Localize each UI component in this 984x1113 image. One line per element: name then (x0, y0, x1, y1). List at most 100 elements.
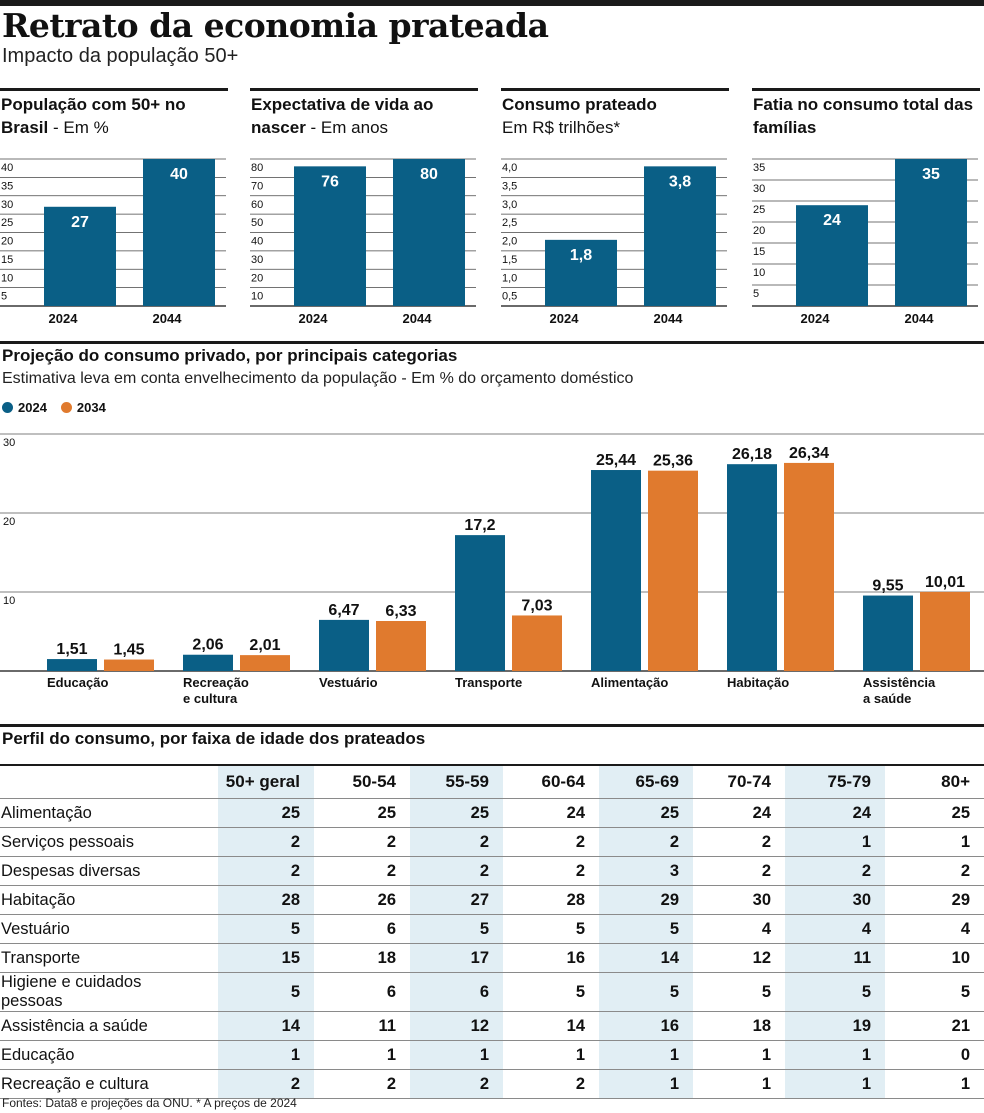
table-cell: 3 (599, 856, 693, 886)
table-row: Recreação e cultura 2 2 2 2 1 1 1 1 (0, 1069, 984, 1099)
table-cell: 24 (693, 798, 785, 828)
y-tick-label: 40 (1, 162, 13, 174)
table-cell: 4 (693, 914, 785, 944)
bar-value-label: 6,33 (385, 603, 416, 620)
table-cell: 1 (785, 827, 885, 857)
table-row: Transporte 15 18 17 16 14 12 11 10 (0, 943, 984, 973)
x-tick-label: 2044 (905, 311, 935, 326)
bar-value-label: 2,01 (249, 637, 280, 654)
panel-household-share: Fatia no consumo total das famílias 5 10 1… (752, 88, 980, 326)
section-subtitle: Estimativa leva em conta envelhecimento … (2, 370, 634, 387)
table-cell: 1 (503, 1040, 599, 1070)
table-cell: 5 (503, 914, 599, 944)
bar-value-label: 3,8 (669, 173, 691, 190)
y-tick-label: 10 (3, 595, 15, 607)
bar-value-label: 2,06 (192, 637, 223, 654)
x-tick-label: 2024 (299, 311, 329, 326)
profile-table: 50+ geral 50-54 55-59 60-64 65-69 70-74 75-79 8… (0, 764, 984, 1099)
table-cell: 25 (599, 798, 693, 828)
row-label: Educação (0, 1040, 218, 1070)
y-tick-label: 5 (1, 291, 7, 303)
y-tick-label: 30 (3, 437, 15, 449)
table-cell: 19 (785, 1011, 885, 1041)
panel-life-expectancy: Expectativa de vida ao nascer - Em anos … (250, 88, 478, 326)
column-header: 50+ geral (218, 765, 314, 799)
bar-value-label: 9,55 (872, 578, 903, 595)
source-note: Fontes: Data8 e projeções da ONU. * A pr… (2, 1096, 297, 1110)
top-rule (0, 0, 984, 6)
bar-value-label: 27 (71, 214, 89, 231)
y-tick-label: 30 (251, 254, 263, 266)
row-label: Assistência a saúde (0, 1011, 218, 1041)
y-tick-label: 20 (3, 516, 15, 528)
category-label: Alimentação (591, 675, 668, 690)
bar-2024 (863, 595, 913, 671)
y-tick-label: 25 (1, 217, 13, 229)
table-cell: 1 (885, 1069, 984, 1099)
table-cell: 5 (693, 972, 785, 1012)
legend-item-2034: 2034 (60, 400, 106, 415)
bar-value-label: 1,8 (570, 247, 592, 264)
table-row: Despesas diversas 2 2 2 2 3 2 2 2 (0, 856, 984, 886)
bar-2024 (455, 535, 505, 671)
table-cell: 6 (314, 914, 410, 944)
table-cell: 11 (785, 943, 885, 973)
table-cell: 18 (314, 943, 410, 973)
table-cell: 1 (785, 1040, 885, 1070)
y-tick-label: 20 (1, 236, 13, 248)
panel-title: Consumo prateado Em R$ trilhões* (502, 95, 657, 137)
bar-2024 (727, 464, 777, 671)
table-cell: 1 (410, 1040, 503, 1070)
table-row: Serviços pessoais 2 2 2 2 2 2 1 1 (0, 827, 984, 857)
bar-value-label: 24 (823, 212, 841, 229)
x-tick-label: 2024 (550, 311, 580, 326)
table-cell: 1 (885, 827, 984, 857)
bar-value-label: 80 (420, 166, 438, 183)
y-tick-label: 15 (1, 254, 13, 266)
category-label: Vestuário (319, 675, 378, 690)
table-cell: 0 (885, 1040, 984, 1070)
table-cell: 2 (693, 856, 785, 886)
table-cell: 12 (410, 1011, 503, 1041)
table-cell: 27 (410, 885, 503, 915)
bar-2034 (240, 655, 290, 671)
table-header-row: 50+ geral 50-54 55-59 60-64 65-69 70-74 75-79 8… (0, 765, 984, 799)
table-cell: 5 (218, 914, 314, 944)
section-rule (0, 724, 984, 727)
table-cell: 16 (503, 943, 599, 973)
table-cell: 25 (885, 798, 984, 828)
table-header-corner (0, 765, 218, 799)
table-cell: 2 (218, 827, 314, 857)
table-cell: 1 (314, 1040, 410, 1070)
y-tick-label: 5 (753, 288, 759, 300)
panel-silver-consumption: Consumo prateado Em R$ trilhões* 0,5 1,0 1,… (501, 88, 729, 326)
y-tick-label: 2,0 (502, 236, 517, 248)
bar-value-label: 25,36 (653, 453, 693, 470)
table-cell: 1 (218, 1040, 314, 1070)
bar-value-label: 10,01 (925, 574, 965, 591)
column-header: 60-64 (541, 772, 585, 791)
table-cell: 6 (410, 972, 503, 1012)
table-cell: 5 (218, 972, 314, 1012)
table-cell: 2 (218, 1069, 314, 1099)
table-cell: 1 (785, 1069, 885, 1099)
bar (644, 166, 716, 306)
table-cell: 28 (503, 885, 599, 915)
bar-value-label: 26,34 (789, 445, 829, 462)
column-header: 55-59 (410, 765, 503, 799)
panel-title: Expectativa de vida ao nascer - Em anos (251, 95, 434, 137)
row-label: Recreação e cultura (0, 1069, 218, 1099)
table-cell: 1 (599, 1069, 693, 1099)
table-cell: 25 (218, 798, 314, 828)
legend-label: 2024 (18, 400, 47, 415)
bar (796, 205, 868, 306)
table-cell: 1 (693, 1069, 785, 1099)
table-cell: 18 (693, 1011, 785, 1041)
table-cell: 25 (410, 798, 503, 828)
table-row: Alimentação 25 25 25 24 25 24 24 25 (0, 798, 984, 828)
bar (393, 159, 465, 306)
panel-rule (250, 88, 478, 91)
category-label: a saúde (863, 691, 911, 706)
bar-value-label: 6,47 (328, 602, 359, 619)
row-label: Higiene e cuidados pessoas (0, 972, 218, 1012)
